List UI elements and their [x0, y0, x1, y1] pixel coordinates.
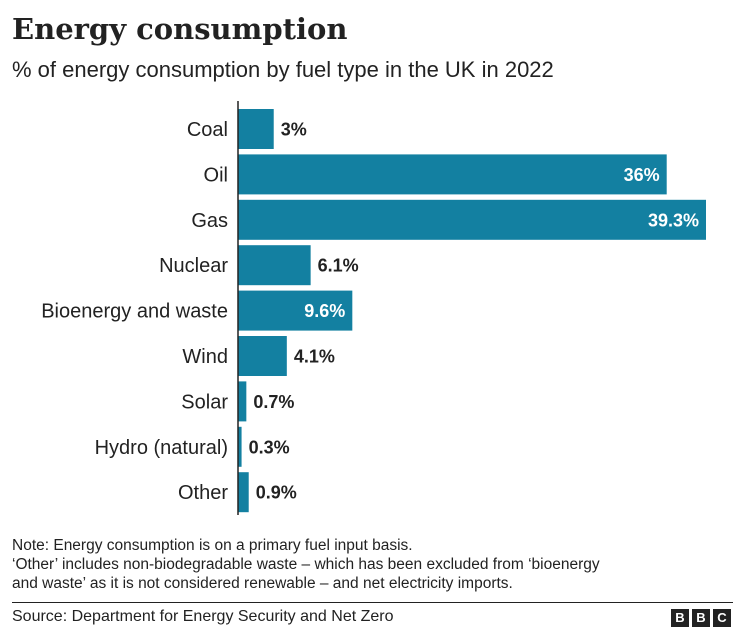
source-text: Source: Department for Energy Security a… — [12, 608, 394, 625]
value-label-gas: 39.3% — [648, 210, 699, 230]
category-label-other: Other — [178, 482, 228, 504]
bar-other — [238, 472, 249, 513]
value-label-oil: 36% — [624, 165, 660, 185]
bar-hydro-natural — [238, 426, 242, 467]
bar-coal — [238, 109, 274, 149]
category-label-wind: Wind — [182, 346, 228, 368]
bar-chart: Coal 3% Oil 36% Gas 39.3% Nuclear 6.1% Bioenergy… — [41, 101, 706, 515]
category-label-bioenergy-and-waste: Bioenergy and waste — [41, 301, 228, 323]
bar-nuclear — [238, 245, 311, 286]
value-label-wind: 4.1% — [294, 347, 335, 367]
category-label-nuclear: Nuclear — [159, 255, 228, 277]
logo-letter-b1: B — [671, 609, 689, 627]
note-line-3: and waste’ as it is not considered renew… — [12, 575, 513, 592]
bar-gas — [238, 199, 706, 240]
value-label-bioenergy-and-waste: 9.6% — [304, 301, 345, 321]
logo-letter-c: C — [713, 609, 731, 627]
value-label-coal: 3% — [281, 120, 307, 140]
value-label-solar: 0.7% — [253, 392, 294, 412]
category-label-hydro-natural: Hydro (natural) — [95, 437, 228, 459]
bar-oil — [238, 154, 667, 195]
category-label-oil: Oil — [204, 164, 228, 186]
bar-solar — [238, 381, 247, 422]
note-line-1: Note: Energy consumption is on a primary… — [12, 537, 413, 554]
category-label-gas: Gas — [191, 210, 228, 232]
bar-bioenergy-and-waste — [238, 290, 353, 331]
value-label-other: 0.9% — [256, 483, 297, 503]
chart-note: Note: Energy consumption is on a primary… — [12, 536, 732, 593]
chart-subtitle: % of energy consumption by fuel type in … — [12, 57, 554, 82]
category-label-coal: Coal — [187, 119, 228, 141]
value-label-hydro-natural: 0.3% — [249, 437, 290, 457]
logo-letter-b2: B — [692, 609, 710, 627]
category-label-solar: Solar — [181, 391, 228, 413]
value-label-nuclear: 6.1% — [318, 256, 359, 276]
chart-title: Energy consumption — [12, 12, 348, 46]
footer-divider — [12, 602, 733, 603]
bbc-logo: B B C — [671, 609, 731, 627]
note-line-2: ‘Other’ includes non-biodegradable waste… — [12, 556, 600, 573]
bar-wind — [238, 336, 287, 376]
